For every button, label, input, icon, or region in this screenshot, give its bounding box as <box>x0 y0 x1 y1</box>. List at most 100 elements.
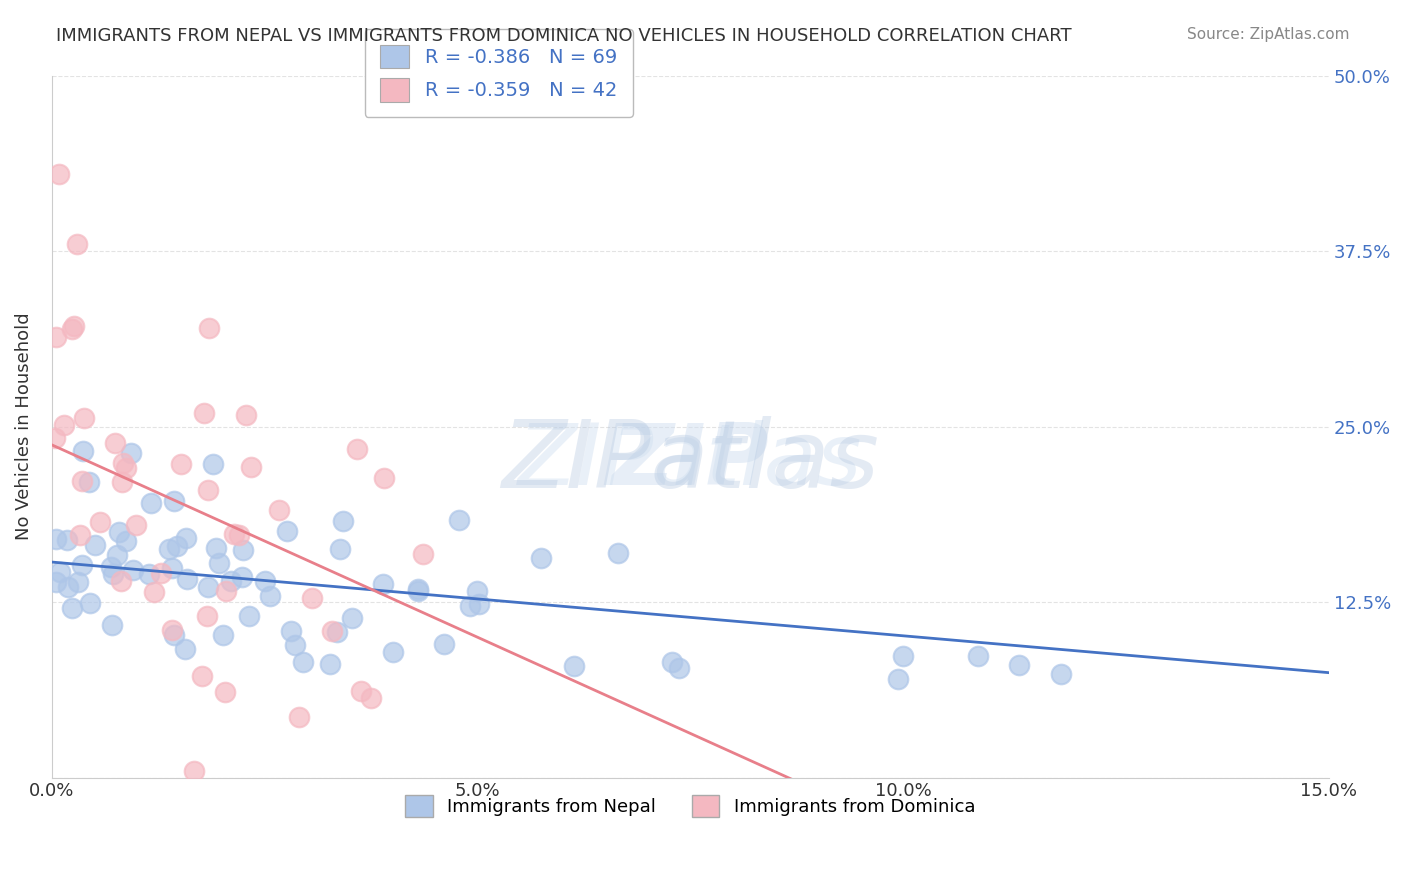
Point <box>460 599 482 613</box>
Point <box>319 657 342 672</box>
Point <box>111 456 134 470</box>
Point <box>53 418 76 433</box>
Point <box>44 431 66 445</box>
Point <box>214 685 236 699</box>
Point <box>195 609 218 624</box>
Point <box>433 637 456 651</box>
Point <box>60 322 83 336</box>
Point <box>70 474 93 488</box>
Point <box>668 661 690 675</box>
Point <box>211 628 233 642</box>
Point <box>231 570 253 584</box>
Point <box>382 644 405 658</box>
Point <box>208 556 231 570</box>
Point <box>62 318 84 333</box>
Point <box>332 514 354 528</box>
Point <box>89 515 111 529</box>
Point <box>139 496 162 510</box>
Point <box>166 539 188 553</box>
Text: Source: ZipAtlas.com: Source: ZipAtlas.com <box>1187 27 1350 42</box>
Point <box>66 237 89 252</box>
Point <box>891 648 914 663</box>
Point <box>360 691 382 706</box>
Point <box>45 532 67 546</box>
Point <box>215 584 238 599</box>
Legend: Immigrants from Nepal, Immigrants from Dominica: Immigrants from Nepal, Immigrants from D… <box>398 789 983 825</box>
Point <box>267 503 290 517</box>
Point <box>100 560 122 574</box>
Point <box>121 563 143 577</box>
Point <box>49 566 72 580</box>
Point <box>465 583 488 598</box>
Point <box>204 541 226 555</box>
Text: ZIPatlas: ZIPatlas <box>519 420 862 503</box>
Point <box>73 411 96 425</box>
Point <box>163 628 186 642</box>
Point <box>254 574 277 589</box>
Point <box>79 596 101 610</box>
Point <box>197 580 219 594</box>
Point <box>48 167 70 181</box>
Point <box>329 542 352 557</box>
Point <box>160 623 183 637</box>
Point <box>1008 658 1031 673</box>
Point <box>111 475 134 490</box>
Point <box>45 575 67 590</box>
Point <box>887 672 910 686</box>
Point <box>101 567 124 582</box>
Point <box>606 546 628 560</box>
Point <box>562 659 585 673</box>
Point <box>191 669 214 683</box>
Point <box>110 574 132 589</box>
Y-axis label: No Vehicles in Household: No Vehicles in Household <box>15 313 32 541</box>
Point <box>280 624 302 638</box>
Point <box>72 443 94 458</box>
Point <box>174 532 197 546</box>
Point <box>114 534 136 549</box>
Point <box>125 518 148 533</box>
Text: IMMIGRANTS FROM NEPAL VS IMMIGRANTS FROM DOMINICA NO VEHICLES IN HOUSEHOLD CORRE: IMMIGRANTS FROM NEPAL VS IMMIGRANTS FROM… <box>56 27 1071 45</box>
Point <box>412 547 434 561</box>
Point <box>238 609 260 624</box>
Point <box>193 406 215 420</box>
Point <box>291 655 314 669</box>
Point <box>373 470 395 484</box>
Point <box>150 566 173 580</box>
Text: ZIP: ZIP <box>612 420 769 503</box>
Point <box>340 610 363 624</box>
Point <box>232 543 254 558</box>
Point <box>72 558 94 573</box>
Point <box>284 638 307 652</box>
Point <box>288 709 311 723</box>
Point <box>449 513 471 527</box>
Point <box>84 538 107 552</box>
Point <box>157 541 180 556</box>
Point <box>176 573 198 587</box>
Point <box>346 442 368 456</box>
Point <box>406 582 429 596</box>
Point <box>967 648 990 663</box>
Point <box>197 483 219 497</box>
Point <box>276 524 298 539</box>
Text: ZIPatlas: ZIPatlas <box>502 417 879 508</box>
Point <box>224 527 246 541</box>
Point <box>326 625 349 640</box>
Point <box>350 683 373 698</box>
Point <box>371 577 394 591</box>
Point <box>219 574 242 588</box>
Point <box>228 527 250 541</box>
Point <box>408 584 430 599</box>
Point <box>321 624 343 639</box>
Point <box>104 435 127 450</box>
Point <box>56 533 79 548</box>
Point <box>183 764 205 778</box>
Point <box>120 446 142 460</box>
Point <box>661 655 683 669</box>
Point <box>174 642 197 657</box>
Point <box>467 597 489 611</box>
Point <box>105 549 128 563</box>
Point <box>197 320 219 334</box>
Point <box>202 457 225 471</box>
Point <box>56 580 79 594</box>
Point <box>530 551 553 566</box>
